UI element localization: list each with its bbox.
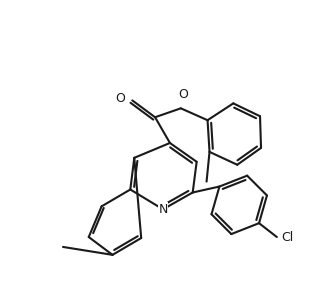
Text: O: O [115,92,125,105]
Text: N: N [158,203,168,216]
Text: Cl: Cl [281,230,293,244]
Text: O: O [178,89,188,101]
